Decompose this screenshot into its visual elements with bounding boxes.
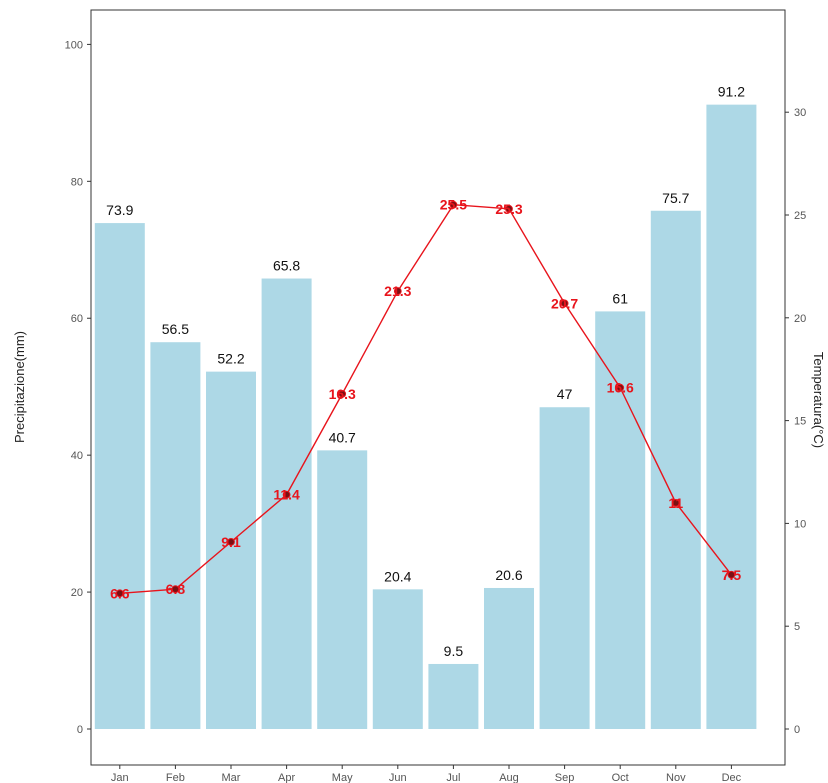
x-tick-label: Nov: [666, 772, 686, 783]
x-tick-label: Mar: [222, 772, 241, 783]
x-tick-label: Feb: [166, 772, 185, 783]
temperature-point: [393, 287, 402, 295]
y-tick-label: 100: [65, 39, 83, 51]
temperature-value-label: 6.6: [110, 585, 130, 601]
bar-value-label: 20.4: [384, 568, 411, 584]
temperature-point: [227, 538, 235, 546]
temperature-point: [115, 589, 124, 598]
y-tick-label: 60: [71, 313, 83, 325]
y-tick-label: 40: [71, 450, 83, 462]
axes-layer: 0 20 40 60 80 100 0 5 10 15 20 25 30 Jan Feb Mar Apr May J…: [65, 39, 807, 783]
temperature-line-layer: 6.6 6.8 9.1 11.4 16.3 21.3 25.5 25.3 20.7 16.6 11 7…: [110, 197, 741, 602]
bar-value-label: 65.8: [273, 258, 300, 274]
temperature-value-label: 25.3: [495, 201, 522, 217]
bar-dec: [706, 104, 757, 730]
bar-jan: [94, 223, 145, 729]
temperature-point: [727, 570, 736, 579]
temperature-line: [119, 203, 732, 595]
bar-oct: [595, 311, 646, 729]
bar-value-label: 73.9: [106, 202, 133, 218]
temperature-value-label: 25.5: [440, 197, 467, 213]
temperature-value-label: 21.3: [384, 283, 411, 299]
x-tick-label: Jan: [111, 772, 129, 783]
bar-value-label: 91.2: [718, 84, 745, 100]
bars-layer: 73.9 56.5 52.2 65.8 40.7 20.4 9.5 20.6 47 61 75.7 9…: [94, 84, 757, 730]
temperature-value-label: 9.1: [221, 534, 241, 550]
x-tick-label: Apr: [278, 772, 295, 783]
temperature-value-label: 6.8: [166, 581, 186, 597]
y-tick-label: 80: [71, 176, 83, 188]
temperature-point: [449, 200, 458, 209]
y2-tick-label: 5: [794, 621, 800, 633]
bar-value-label: 56.5: [162, 321, 189, 337]
y2-axis-title: Temperatura(°C): [811, 352, 826, 448]
x-tick-label: Aug: [499, 772, 519, 783]
y2-tick-label: 15: [794, 416, 806, 428]
bar-value-label: 9.5: [444, 643, 464, 659]
bar-mar: [206, 371, 256, 729]
bar-feb: [150, 342, 201, 729]
bar-apr: [261, 278, 312, 729]
y-axis-title: Precipitazione(mm): [12, 331, 27, 443]
bar-value-label: 52.2: [217, 351, 244, 367]
bar-may: [317, 450, 368, 729]
bar-sep: [539, 407, 590, 729]
temperature-point: [505, 204, 513, 213]
y-tick-label: 20: [71, 587, 83, 599]
bar-value-label: 40.7: [329, 429, 356, 445]
y-tick-label: 0: [77, 724, 83, 736]
temperature-point: [560, 299, 569, 308]
bar-jul: [428, 663, 479, 729]
bar-nov: [650, 210, 701, 729]
temperature-point: [282, 490, 291, 499]
y2-tick-label: 30: [794, 107, 806, 119]
bar-value-label: 47: [557, 386, 573, 402]
temperature-value-label: 16.6: [607, 380, 634, 396]
temperature-point: [338, 389, 347, 398]
bar-value-label: 20.6: [495, 567, 522, 583]
x-tick-label: May: [332, 772, 353, 783]
bar-value-label: 75.7: [662, 190, 689, 206]
temperature-value-label: 20.7: [551, 295, 578, 311]
temperature-value-label: 7.5: [722, 567, 742, 583]
bar-value-label: 61: [612, 290, 628, 306]
y2-tick-label: 25: [794, 210, 806, 222]
x-tick-label: Jun: [389, 772, 407, 783]
y2-tick-label: 20: [794, 313, 806, 325]
x-tick-label: Oct: [612, 772, 629, 783]
temperature-value-label: 11.4: [273, 487, 300, 503]
temperature-point: [171, 585, 180, 594]
x-tick-label: Jul: [446, 772, 460, 783]
y2-tick-label: 10: [794, 518, 806, 530]
temperature-point: [671, 498, 680, 507]
temperature-point: [616, 383, 625, 392]
bar-aug: [484, 587, 534, 729]
temperature-value-label: 11: [668, 495, 683, 511]
x-tick-label: Sep: [555, 772, 575, 783]
plot-panel-border: [90, 9, 786, 766]
x-tick-label: Dec: [722, 772, 742, 783]
temperature-value-label: 16.3: [329, 386, 356, 402]
bar-jun: [372, 589, 423, 729]
y2-tick-label: 0: [794, 724, 800, 736]
